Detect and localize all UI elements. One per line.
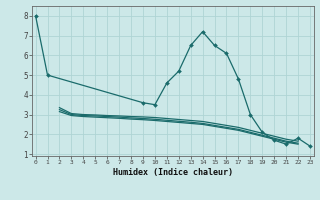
X-axis label: Humidex (Indice chaleur): Humidex (Indice chaleur): [113, 168, 233, 177]
